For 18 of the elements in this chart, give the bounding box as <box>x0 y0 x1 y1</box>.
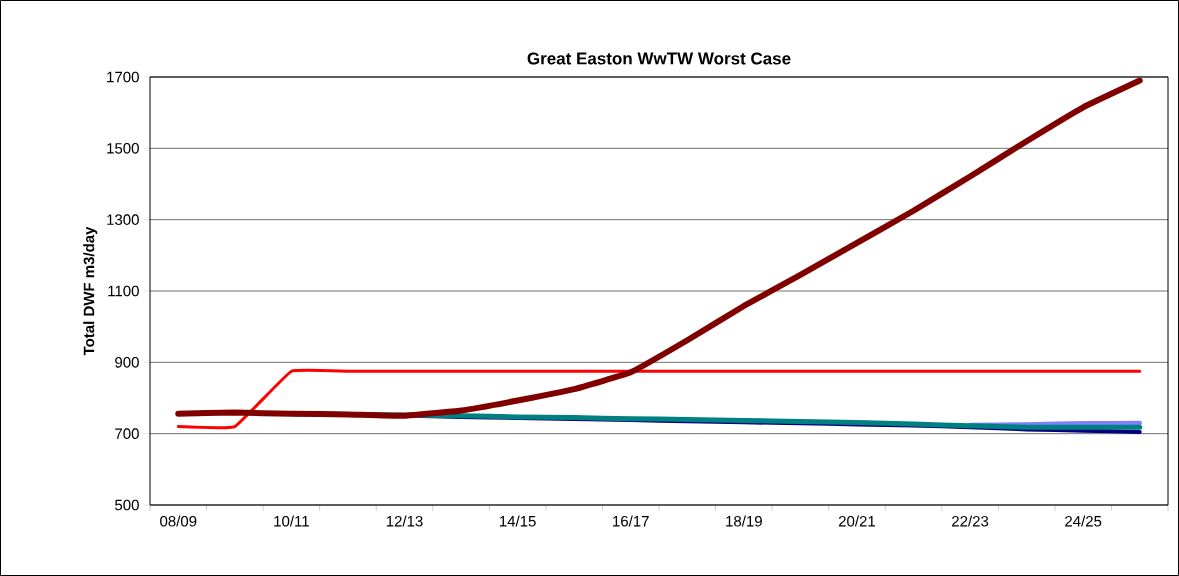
x-tick-label: 16/17 <box>613 515 649 527</box>
y-tick-label: 700 <box>115 428 139 439</box>
x-tick-label: 24/25 <box>1065 515 1102 527</box>
x-tick-label: 22/23 <box>952 515 989 527</box>
x-tick-label: 14/15 <box>499 515 536 527</box>
x-tick-label: 18/19 <box>726 515 762 527</box>
y-tick-label: 1100 <box>108 285 139 297</box>
y-tick-label: 1700 <box>107 71 139 83</box>
y-tick-label: 500 <box>115 499 139 511</box>
y-tick-label: 1500 <box>107 143 139 154</box>
x-tick-label: 10/11 <box>274 515 309 527</box>
x-tick-label: 12/13 <box>386 515 423 527</box>
y-tick-label: 900 <box>115 357 139 368</box>
x-tick-label: 20/21 <box>838 515 875 527</box>
chart-title: Great Easton WwTW Worst Case <box>527 52 791 65</box>
y-tick-label: 1300 <box>107 214 139 225</box>
y-axis-title: Total DWF m3/day <box>83 226 98 356</box>
x-tick-label: 08/09 <box>160 515 197 527</box>
